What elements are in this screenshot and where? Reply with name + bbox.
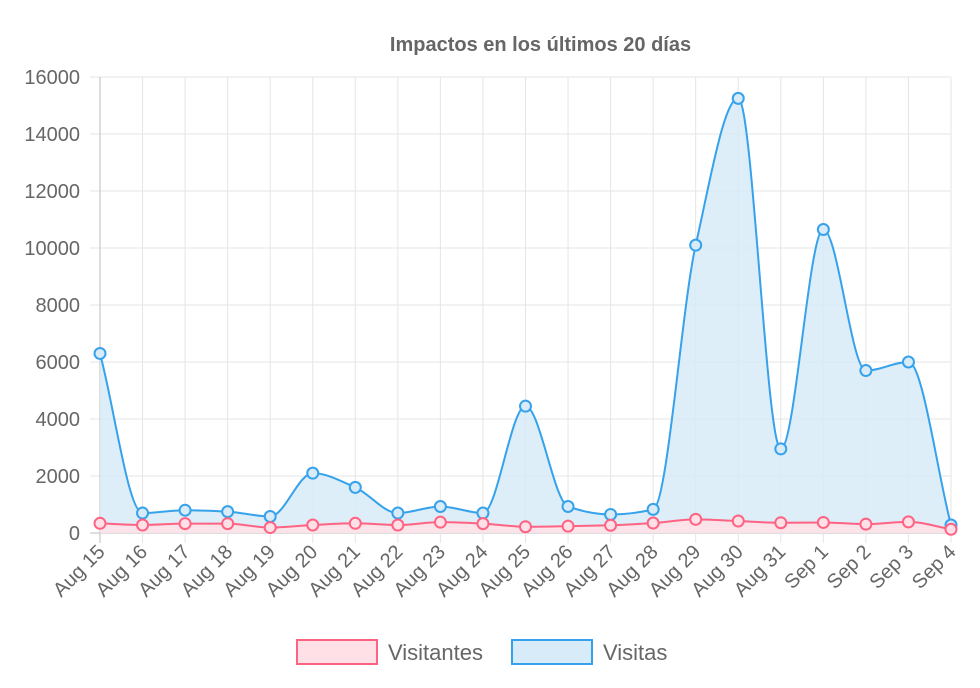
series-visitas	[93, 91, 958, 533]
legend-swatch	[511, 639, 593, 665]
data-point[interactable]	[178, 517, 192, 531]
y-tick-label: 10000	[24, 238, 80, 260]
data-point[interactable]	[816, 515, 830, 529]
data-point[interactable]	[221, 517, 235, 531]
series-layer	[93, 91, 958, 536]
data-point[interactable]	[774, 442, 788, 456]
legend-item-visitantes[interactable]: Visitantes	[296, 639, 483, 665]
series-area	[100, 98, 951, 533]
data-point[interactable]	[306, 518, 320, 532]
data-point[interactable]	[731, 514, 745, 528]
data-point[interactable]	[136, 506, 150, 520]
x-tick-label: Sep 1	[780, 541, 833, 594]
y-tick-label: 0	[69, 523, 80, 545]
data-point[interactable]	[859, 517, 873, 531]
data-point[interactable]	[178, 503, 192, 517]
x-tick-label: Sep 2	[823, 541, 876, 594]
chart-title: Impactos en los últimos 20 días	[390, 34, 691, 56]
data-point[interactable]	[604, 518, 618, 532]
data-point[interactable]	[901, 355, 915, 369]
data-point[interactable]	[944, 522, 958, 536]
legend-swatch	[296, 639, 378, 665]
data-point[interactable]	[433, 515, 447, 529]
data-point[interactable]	[731, 91, 745, 105]
data-point[interactable]	[391, 518, 405, 532]
legend-label: Visitantes	[388, 640, 483, 665]
y-tick-label: 6000	[36, 352, 81, 374]
series-visitantes	[93, 512, 958, 536]
data-point[interactable]	[93, 346, 107, 360]
data-point[interactable]	[136, 518, 150, 532]
data-point[interactable]	[348, 516, 362, 530]
y-tick-label: 16000	[24, 67, 80, 89]
data-point[interactable]	[689, 238, 703, 252]
data-point[interactable]	[476, 506, 490, 520]
legend-label: Visitas	[603, 640, 667, 665]
y-tick-label: 14000	[24, 124, 80, 146]
data-point[interactable]	[221, 505, 235, 519]
y-tick-label: 2000	[36, 466, 81, 488]
data-point[interactable]	[561, 519, 575, 533]
x-tick-label: Sep 3	[865, 541, 918, 594]
data-point[interactable]	[433, 499, 447, 513]
data-point[interactable]	[859, 364, 873, 378]
data-point[interactable]	[519, 520, 532, 534]
data-point[interactable]	[519, 399, 532, 413]
y-tick-label: 4000	[36, 409, 81, 431]
x-tick-label: Sep 4	[908, 541, 961, 594]
data-point[interactable]	[348, 480, 362, 494]
data-point[interactable]	[689, 512, 703, 526]
data-point[interactable]	[774, 516, 788, 530]
y-axis-ticks: 0 2000 4000 6000 8000 10000 12000 14000 16000	[24, 67, 80, 545]
data-point[interactable]	[816, 222, 830, 236]
data-point[interactable]	[561, 499, 575, 513]
data-point[interactable]	[604, 507, 618, 521]
data-point[interactable]	[391, 506, 405, 520]
data-point[interactable]	[646, 516, 660, 530]
data-point[interactable]	[306, 466, 320, 480]
y-tick-label: 8000	[36, 295, 81, 317]
data-point[interactable]	[901, 515, 915, 529]
data-point[interactable]	[476, 517, 490, 531]
data-point[interactable]	[263, 509, 277, 523]
legend-item-visitas[interactable]: Visitas	[511, 639, 667, 665]
data-point[interactable]	[93, 516, 107, 530]
y-tick-label: 12000	[24, 181, 80, 203]
legend[interactable]: Visitantes Visitas	[296, 639, 667, 665]
data-point[interactable]	[646, 502, 660, 516]
data-point[interactable]	[263, 521, 277, 535]
